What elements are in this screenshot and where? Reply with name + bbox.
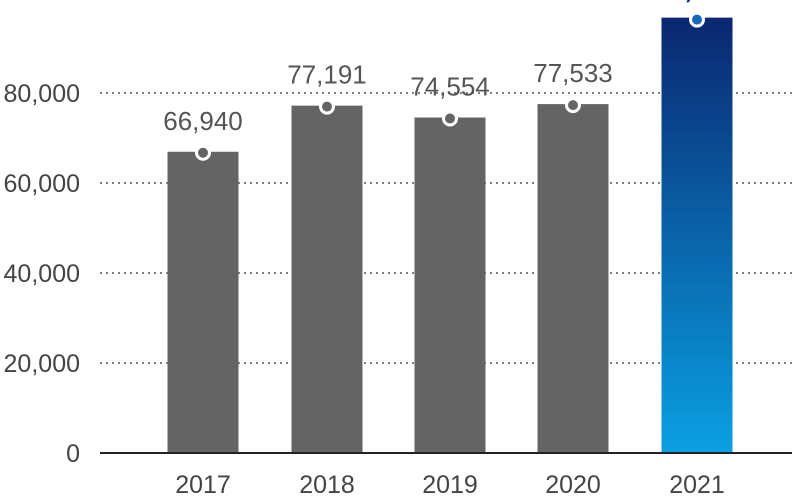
value-markers (195, 11, 705, 161)
x-tick-label: 2017 (175, 471, 231, 499)
value-marker (442, 110, 458, 127)
data-label: 74,554 (410, 72, 490, 102)
data-label: 77,191 (287, 60, 367, 90)
bar-2019 (414, 117, 486, 453)
y-tick-label: 80,000 (4, 80, 80, 108)
value-marker (565, 97, 581, 114)
bars (167, 17, 733, 453)
bar-2018 (291, 105, 363, 453)
y-tick-label: 20,000 (4, 350, 80, 378)
y-tick-label: 0 (66, 440, 80, 468)
y-tick-label: 60,000 (4, 170, 80, 198)
data-label: 66,940 (163, 106, 243, 136)
x-tick-label: 2021 (669, 471, 725, 499)
y-tick-label: 40,000 (4, 260, 80, 288)
value-marker (689, 11, 705, 28)
bar-2020 (537, 104, 609, 453)
value-marker (319, 98, 335, 115)
value-marker (195, 144, 211, 161)
x-tick-label: 2019 (422, 471, 478, 499)
bar-2021 (661, 17, 733, 453)
y-axis-ticks: 0 20,000 40,000 60,000 80,000 (4, 80, 80, 468)
x-tick-label: 2020 (545, 471, 601, 499)
data-label: 77,533 (533, 58, 613, 88)
data-labels: 66,940 77,191 74,554 77,533 96,750 (163, 0, 744, 136)
x-axis-ticks: 2017 2018 2019 2020 2021 (175, 471, 725, 499)
data-label: 96,750 (650, 0, 745, 5)
x-tick-label: 2018 (299, 471, 355, 499)
bar-2017 (167, 151, 239, 453)
